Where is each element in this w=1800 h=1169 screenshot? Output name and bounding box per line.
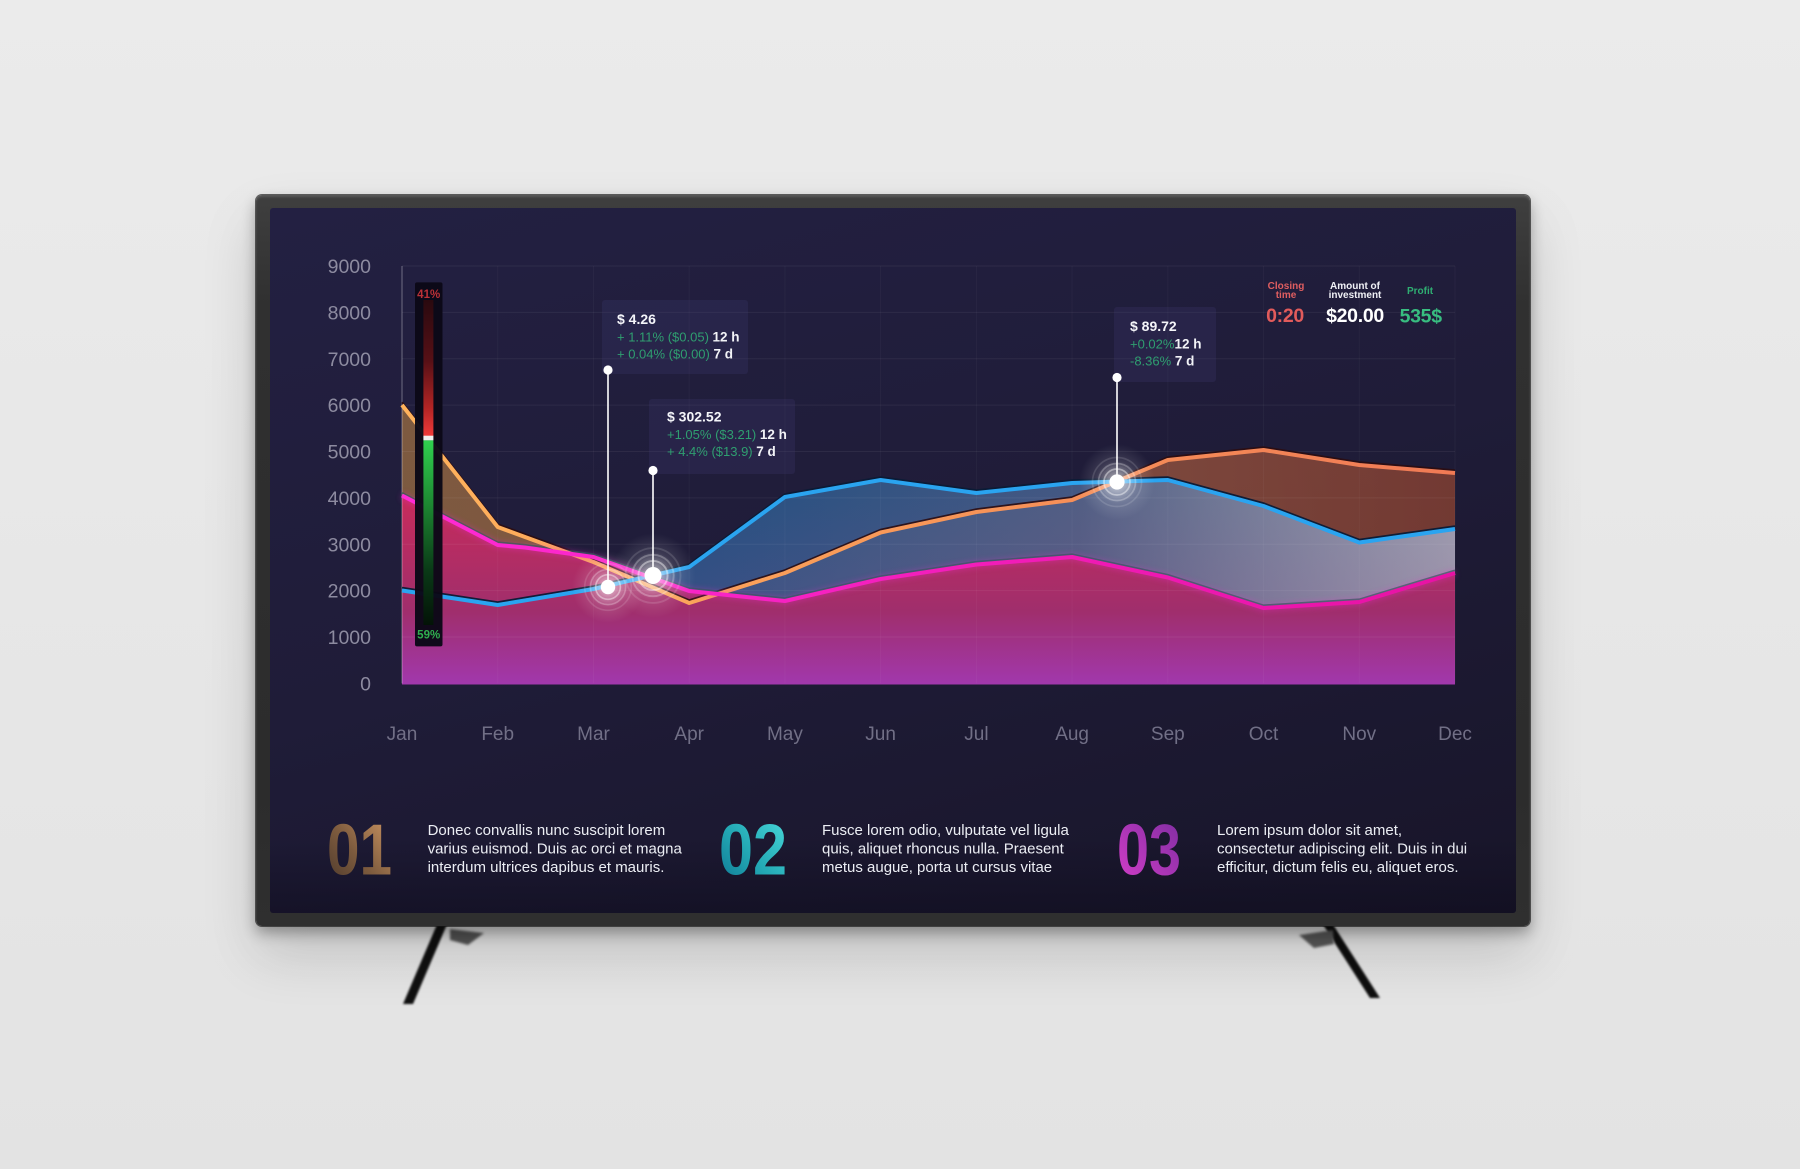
svg-text:Dec: Dec <box>1438 724 1472 745</box>
svg-text:2000: 2000 <box>328 581 372 603</box>
svg-text:-8.36% 7 d: -8.36% 7 d <box>1130 354 1194 369</box>
svg-text:+1.05% ($3.21) 12 h: +1.05% ($3.21) 12 h <box>667 427 787 442</box>
svg-text:Jan: Jan <box>387 724 418 745</box>
svg-text:Profit: Profit <box>1407 286 1434 297</box>
svg-text:investment: investment <box>1329 290 1382 301</box>
svg-text:41%: 41% <box>417 289 440 301</box>
svg-text:Jun: Jun <box>865 724 896 745</box>
svg-text:7000: 7000 <box>328 349 372 371</box>
svg-text:535$: 535$ <box>1400 306 1443 328</box>
svg-text:+0.02%12 h: +0.02%12 h <box>1130 337 1201 352</box>
svg-text:Closing: Closing <box>1268 281 1305 292</box>
svg-text:Oct: Oct <box>1249 724 1279 745</box>
svg-text:8000: 8000 <box>328 302 372 324</box>
svg-text:59%: 59% <box>417 630 440 642</box>
svg-text:5000: 5000 <box>328 442 372 464</box>
svg-text:Lorem ipsum dolor sit amet,: Lorem ipsum dolor sit amet, <box>1217 822 1402 839</box>
svg-text:0:20: 0:20 <box>1266 305 1304 327</box>
svg-text:Amount of: Amount of <box>1330 281 1381 292</box>
svg-text:efficitur, dictum felis eu, al: efficitur, dictum felis eu, aliquet eros… <box>1217 859 1459 876</box>
svg-text:03: 03 <box>1117 811 1181 891</box>
svg-text:1000: 1000 <box>328 627 372 649</box>
svg-text:02: 02 <box>719 811 787 891</box>
svg-text:varius euismod. Duis ac orci e: varius euismod. Duis ac orci et magna <box>428 841 683 858</box>
svg-text:0: 0 <box>360 673 371 695</box>
svg-text:01: 01 <box>327 811 392 891</box>
svg-text:9000: 9000 <box>328 256 372 278</box>
svg-text:$ 4.26: $ 4.26 <box>617 311 656 327</box>
svg-text:Apr: Apr <box>674 724 704 745</box>
svg-text:4000: 4000 <box>328 488 372 510</box>
svg-text:interdum ultrices dapibus et m: interdum ultrices dapibus et mauris. <box>428 859 665 876</box>
svg-text:Aug: Aug <box>1055 724 1089 745</box>
svg-text:Nov: Nov <box>1342 724 1376 745</box>
svg-text:time: time <box>1276 290 1297 301</box>
svg-text:$ 89.72: $ 89.72 <box>1130 318 1177 334</box>
svg-text:6000: 6000 <box>328 395 372 417</box>
svg-text:+ 0.04% ($0.00) 7 d: + 0.04% ($0.00) 7 d <box>617 347 733 362</box>
svg-text:Feb: Feb <box>481 724 514 745</box>
svg-text:Jul: Jul <box>964 724 988 745</box>
svg-text:$ 302.52: $ 302.52 <box>667 409 722 425</box>
svg-text:Donec convallis nunc suscipit: Donec convallis nunc suscipit lorem <box>428 822 666 839</box>
svg-text:+ 4.4% ($13.9) 7 d: + 4.4% ($13.9) 7 d <box>667 444 776 459</box>
svg-text:Sep: Sep <box>1151 724 1185 745</box>
svg-text:$20.00: $20.00 <box>1326 305 1384 327</box>
svg-text:3000: 3000 <box>328 534 372 556</box>
svg-text:Mar: Mar <box>577 724 610 745</box>
svg-text:May: May <box>767 724 803 745</box>
svg-text:quis, aliquet rhoncus nulla. P: quis, aliquet rhoncus nulla. Praesent <box>822 841 1065 858</box>
svg-text:metus augue, porta ut cursus v: metus augue, porta ut cursus vitae <box>822 859 1052 876</box>
svg-text:+ 1.11% ($0.05) 12 h: + 1.11% ($0.05) 12 h <box>617 330 740 345</box>
svg-text:consectetur adipiscing elit. D: consectetur adipiscing elit. Duis in dui <box>1217 841 1467 858</box>
svg-text:Fusce lorem odio, vulputate ve: Fusce lorem odio, vulputate vel ligula <box>822 822 1069 839</box>
